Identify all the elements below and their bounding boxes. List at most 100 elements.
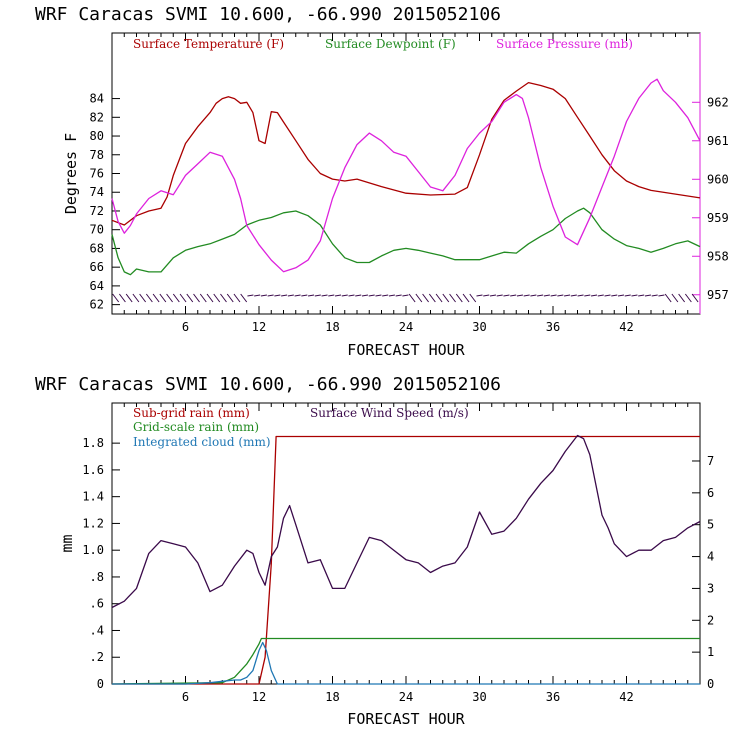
legend-entry: Surface Wind Speed (m/s) bbox=[310, 406, 469, 420]
x-tick-label: 36 bbox=[546, 690, 560, 704]
wind-barb bbox=[247, 294, 254, 297]
x-tick-label: 30 bbox=[472, 690, 486, 704]
wind-barb bbox=[260, 294, 267, 297]
wind-barb bbox=[671, 293, 679, 303]
x-tick-label: 18 bbox=[325, 320, 339, 334]
wind-barb bbox=[206, 293, 214, 303]
wind-barb bbox=[186, 293, 194, 303]
y-tick-label: 62 bbox=[90, 298, 104, 312]
wind-barb bbox=[402, 294, 409, 297]
wind-barb bbox=[543, 294, 550, 297]
wind-barb bbox=[199, 293, 207, 303]
wind-barb bbox=[664, 293, 672, 303]
chart-panel-1: WRF Caracas SVMI 10.600, -66.990 2015052… bbox=[35, 4, 729, 359]
y-tick-label: 70 bbox=[90, 223, 104, 237]
legend-entry: Integrated cloud (mm) bbox=[133, 435, 271, 449]
wind-barb bbox=[355, 294, 362, 297]
y-tick-label: 76 bbox=[90, 167, 104, 181]
y-tick-label: 74 bbox=[90, 185, 104, 199]
x-tick-label: 6 bbox=[182, 320, 189, 334]
y-tick-label: .6 bbox=[90, 597, 104, 611]
series-line-surface-wind-speed-m-s bbox=[111, 434, 701, 609]
wind-barb bbox=[334, 294, 342, 297]
wind-barb bbox=[382, 294, 389, 297]
chart-title: WRF Caracas SVMI 10.600, -66.990 2015052… bbox=[35, 374, 501, 395]
series-line-surface-dewpoint-f bbox=[111, 207, 701, 276]
wind-barb bbox=[314, 294, 321, 297]
wind-barb bbox=[462, 293, 470, 303]
wind-barb bbox=[287, 294, 294, 297]
y-tick-label: .8 bbox=[90, 570, 104, 584]
wind-barb bbox=[152, 293, 160, 303]
y-tick-label: .2 bbox=[90, 650, 104, 664]
wind-barb bbox=[684, 293, 692, 303]
series-line-integrated-cloud-mm bbox=[112, 641, 700, 685]
wind-barb bbox=[166, 293, 173, 303]
x-tick-label: 18 bbox=[325, 690, 339, 704]
wind-barb bbox=[328, 294, 335, 297]
wind-barb bbox=[435, 293, 443, 303]
x-axis-label: FORECAST HOUR bbox=[347, 710, 465, 728]
y-right-tick-label: 960 bbox=[707, 172, 729, 186]
legend-entry: Surface Dewpoint (F) bbox=[325, 37, 456, 51]
y-tick-label: 1.2 bbox=[82, 516, 104, 530]
wind-barb bbox=[267, 294, 274, 297]
wind-barb bbox=[408, 293, 416, 303]
y-tick-label: 84 bbox=[90, 92, 104, 106]
wind-barb bbox=[112, 293, 120, 303]
wind-barb bbox=[179, 293, 187, 303]
wind-barb bbox=[145, 293, 153, 303]
y-tick-label: 68 bbox=[90, 241, 104, 255]
y-right-tick-label: 0 bbox=[707, 677, 714, 691]
wind-barb bbox=[604, 294, 611, 297]
wind-barb bbox=[489, 294, 497, 297]
wind-barb bbox=[691, 293, 699, 303]
wind-barb bbox=[658, 294, 665, 297]
wind-barb bbox=[395, 294, 402, 297]
wind-barb bbox=[611, 294, 618, 297]
wind-barb bbox=[476, 294, 483, 297]
y-right-tick-label: 1 bbox=[707, 645, 714, 659]
series-line-sub-grid-rain-mm bbox=[112, 435, 700, 685]
y-right-tick-label: 2 bbox=[707, 613, 714, 627]
wind-barb bbox=[449, 293, 456, 303]
wind-barb bbox=[564, 294, 571, 297]
x-tick-label: 6 bbox=[182, 690, 189, 704]
wind-barb bbox=[651, 294, 658, 297]
wind-barb bbox=[388, 294, 395, 297]
y-right-tick-label: 5 bbox=[707, 518, 714, 532]
wind-barb bbox=[226, 293, 234, 303]
series-line-surface-temperature-f bbox=[111, 81, 701, 226]
wind-barb bbox=[361, 294, 369, 297]
x-tick-label: 12 bbox=[252, 690, 266, 704]
chart-panel-2: WRF Caracas SVMI 10.600, -66.990 2015052… bbox=[35, 374, 714, 728]
wind-barb bbox=[213, 293, 221, 303]
wind-barb bbox=[341, 294, 348, 297]
y-right-tick-label: 4 bbox=[707, 550, 714, 564]
wind-barb bbox=[193, 293, 200, 303]
wind-barb bbox=[624, 294, 631, 297]
y-right-tick-label: 961 bbox=[707, 134, 729, 148]
y-axis-label: mm bbox=[58, 534, 76, 552]
wind-barb bbox=[483, 294, 490, 297]
wind-barb bbox=[233, 293, 241, 303]
y-right-tick-label: 7 bbox=[707, 454, 714, 468]
wind-barb bbox=[240, 293, 248, 303]
legend-entry: Grid-scale rain (mm) bbox=[133, 420, 259, 434]
wind-barb bbox=[368, 294, 375, 297]
wind-barb bbox=[496, 294, 503, 297]
wind-barb bbox=[469, 293, 477, 303]
wind-barb bbox=[132, 293, 140, 303]
y-tick-label: 0 bbox=[97, 677, 104, 691]
y-tick-label: 1.0 bbox=[82, 543, 104, 557]
x-tick-label: 12 bbox=[252, 320, 266, 334]
series-line-surface-pressure-mb bbox=[111, 78, 701, 273]
wind-barb bbox=[537, 294, 544, 297]
wind-barb bbox=[119, 293, 126, 303]
wind-barb bbox=[220, 293, 227, 303]
y-tick-label: 64 bbox=[90, 279, 104, 293]
legend-entry: Surface Pressure (mb) bbox=[496, 37, 633, 51]
wind-barb bbox=[415, 293, 423, 303]
wind-barb bbox=[631, 294, 638, 297]
